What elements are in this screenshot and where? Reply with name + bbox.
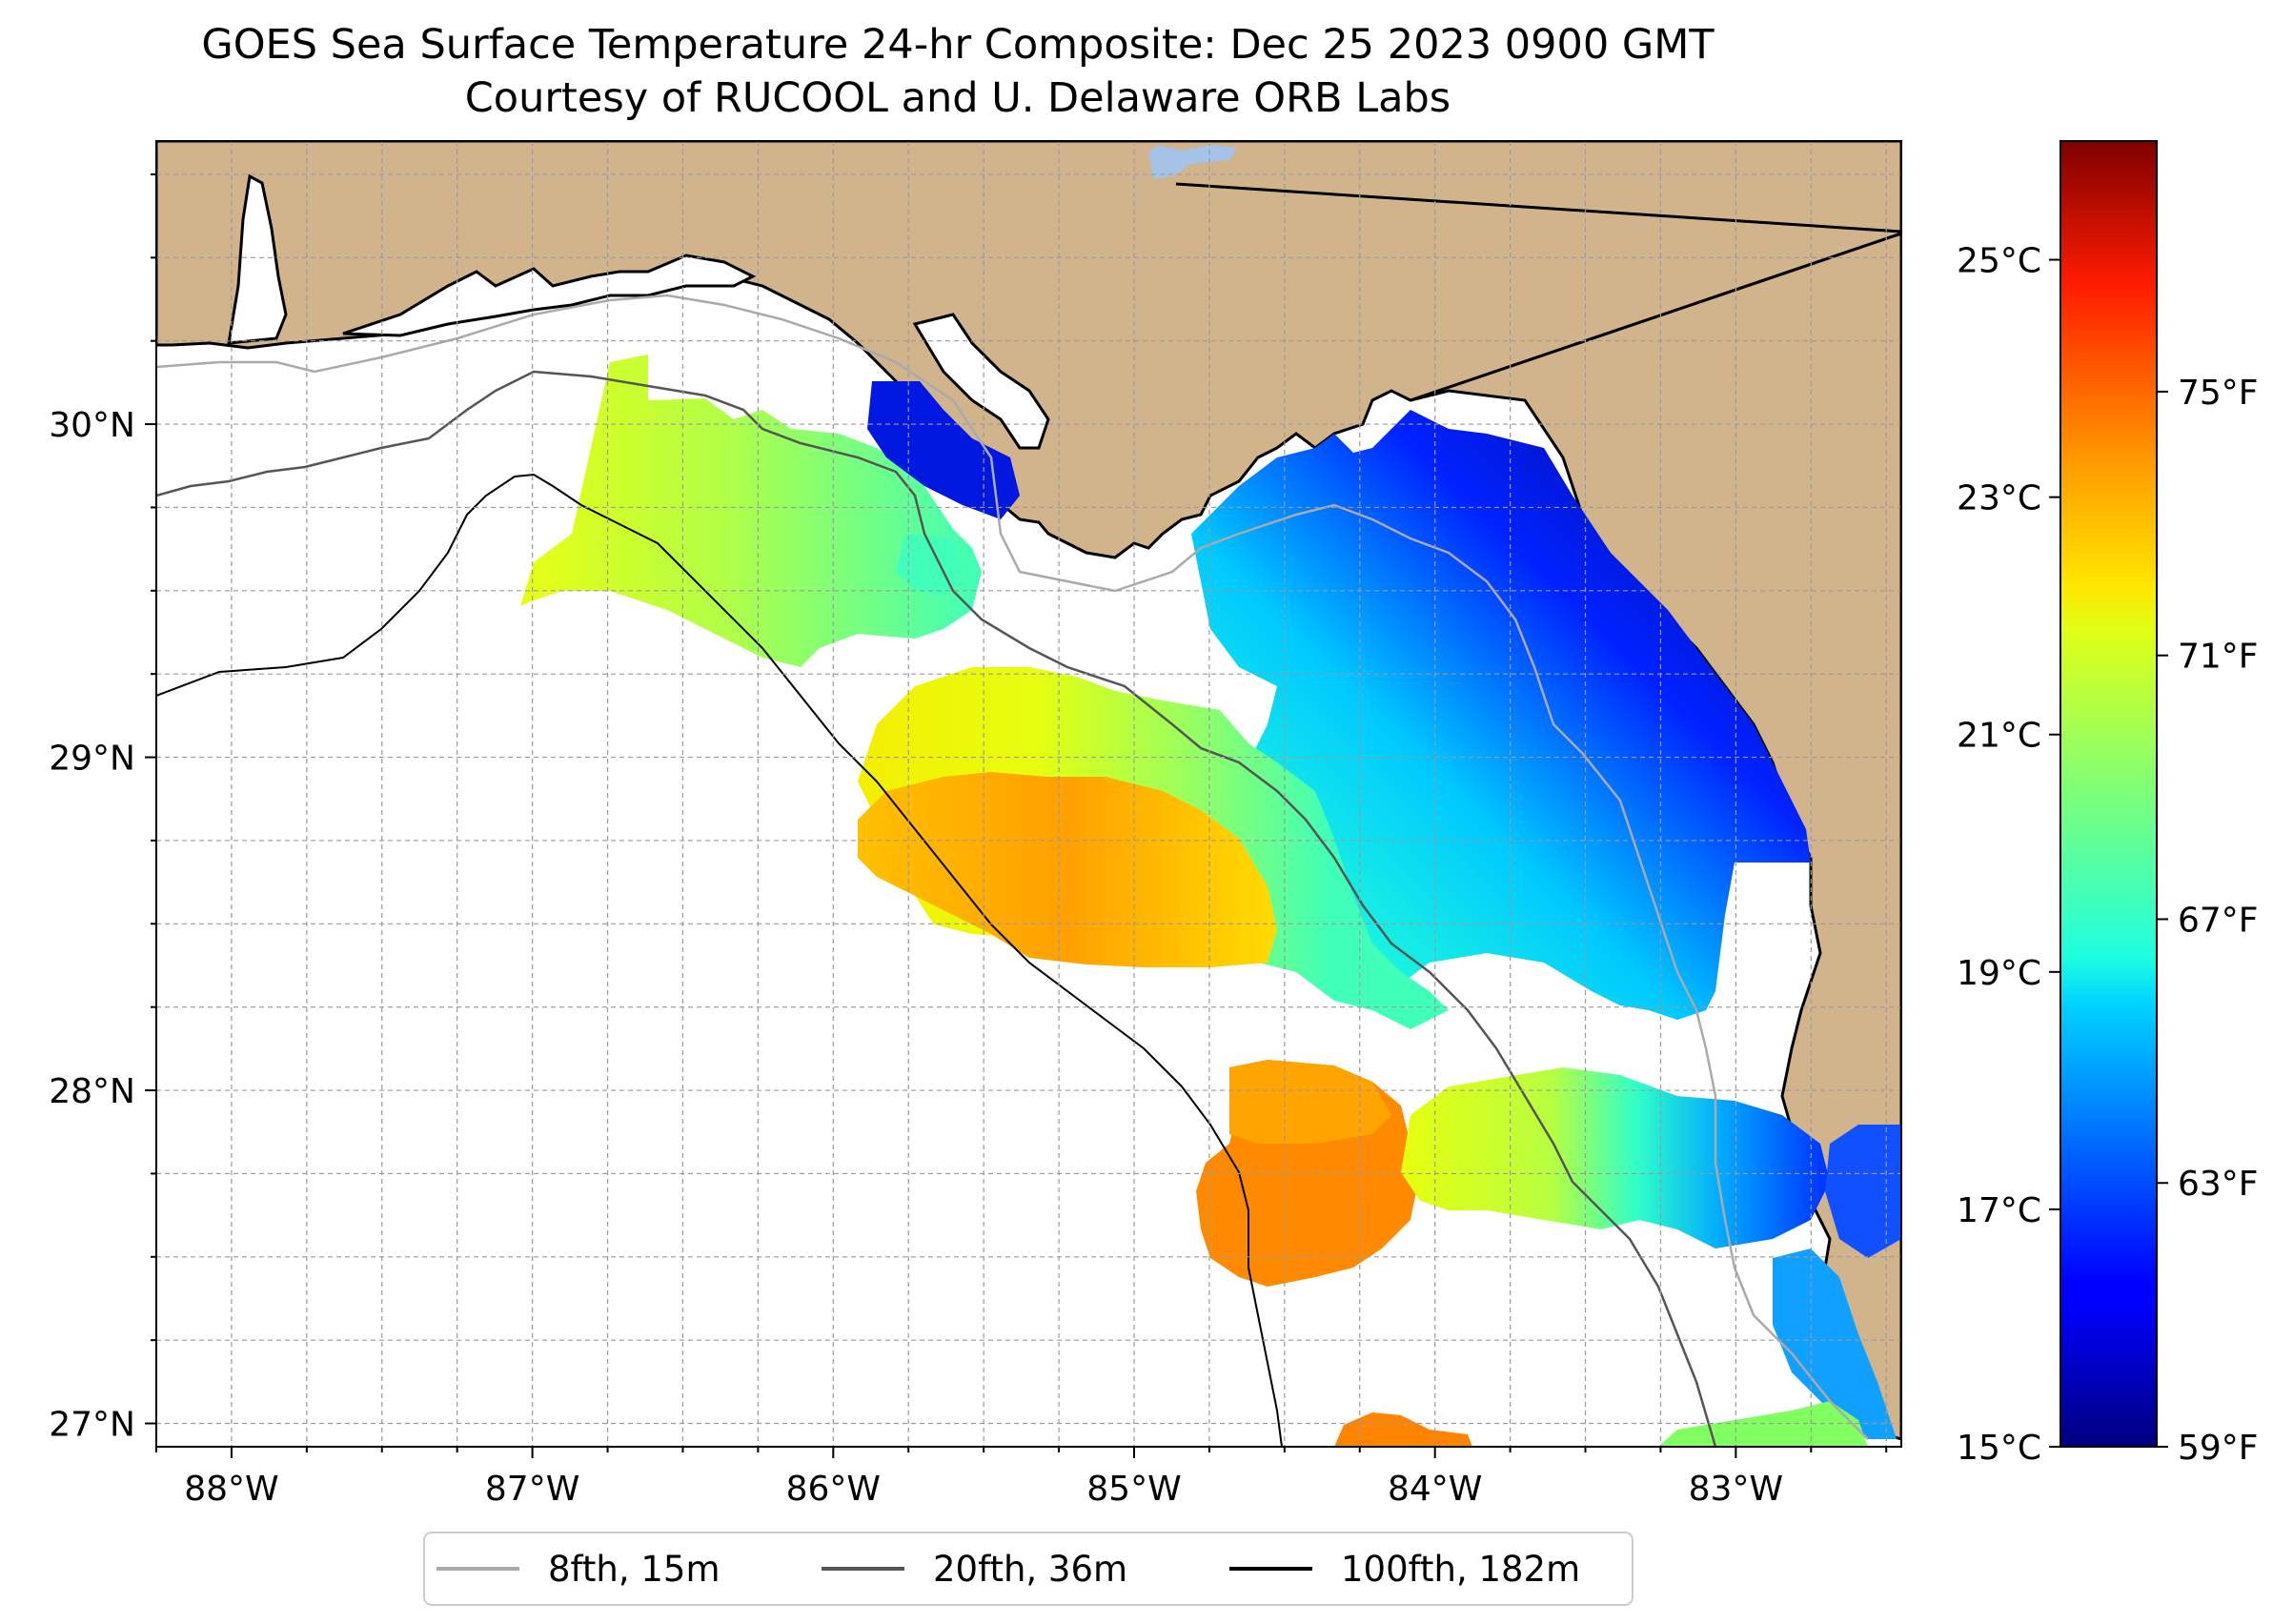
apalachicola-bay — [912, 313, 1050, 450]
map-area — [156, 141, 1901, 1447]
colorbar-celsius-axis: 25°C 23°C 21°C 19°C 17°C 15°C — [1957, 242, 2060, 1468]
sst-patch-southwest-coast — [1773, 1248, 1897, 1439]
colorbar-fahrenheit-axis: 75°F 71°F 67°F 63°F 59°F — [2157, 374, 2259, 1468]
celsius-tick-label: 15°C — [1957, 1429, 2041, 1468]
latitude-axis: 30°N 29°N 28°N 27°N — [49, 173, 156, 1445]
lat-tick-label: 28°N — [49, 1072, 135, 1111]
mobile-bay — [227, 173, 288, 345]
sst-patch-choctaw — [867, 381, 1020, 519]
lon-tick-label: 84°W — [1388, 1470, 1482, 1509]
lon-tick-label: 87°W — [485, 1470, 579, 1509]
map-subtitle: Courtesy of RUCOOL and U. Delaware ORB L… — [464, 74, 1451, 122]
sst-patch-orange — [858, 772, 1277, 967]
isobath-8fth — [156, 294, 1869, 1440]
legend-label-20fth: 20fth, 36m — [933, 1549, 1127, 1590]
state-boundary — [1175, 182, 1901, 233]
colorbar — [2060, 140, 2158, 1448]
legend: 8fth, 15m 20fth, 36m 100fth, 182m — [423, 1532, 1634, 1606]
sst-patch-bigbend — [1191, 410, 1811, 1020]
longitude-axis: 88°W 87°W 86°W 85°W 84°W 83°W — [155, 1447, 1888, 1509]
celsius-tick-label: 23°C — [1957, 479, 2041, 518]
lon-tick-label: 83°W — [1689, 1470, 1783, 1509]
sst-patch-tampa — [1825, 1125, 1901, 1258]
sst-patch-green-nw — [896, 534, 963, 596]
celsius-tick-label: 21°C — [1957, 717, 2041, 756]
lon-tick-label: 85°W — [1086, 1470, 1181, 1509]
lon-tick-label: 86°W — [786, 1470, 881, 1509]
pensacola-bay — [342, 254, 757, 337]
lat-tick-label: 30°N — [49, 406, 135, 445]
fahrenheit-tick-label: 59°F — [2178, 1429, 2259, 1468]
map-frame — [155, 140, 1902, 1448]
fahrenheit-tick-label: 67°F — [2178, 901, 2259, 940]
sst-patch-south-orange-top — [1229, 1060, 1391, 1144]
legend-box — [423, 1532, 1634, 1606]
celsius-tick-label: 19°C — [1957, 954, 2041, 993]
sst-patch-west — [520, 355, 982, 667]
fahrenheit-tick-label: 71°F — [2178, 638, 2259, 677]
lon-tick-label: 88°W — [184, 1470, 278, 1509]
celsius-tick-label: 25°C — [1957, 242, 2041, 281]
map-title: GOES Sea Surface Temperature 24-hr Compo… — [201, 21, 1715, 69]
legend-label-8fth: 8fth, 15m — [548, 1549, 720, 1590]
fahrenheit-tick-label: 75°F — [2178, 374, 2259, 413]
isobath-100fth — [156, 473, 1283, 1447]
lat-tick-label: 29°N — [49, 740, 135, 779]
gridlines — [156, 141, 1901, 1447]
lake — [1148, 145, 1237, 179]
lat-tick-label: 27°N — [49, 1406, 135, 1445]
fahrenheit-tick-label: 63°F — [2178, 1165, 2259, 1204]
celsius-tick-label: 17°C — [1957, 1191, 2041, 1230]
legend-label-100fth: 100fth, 182m — [1341, 1549, 1580, 1590]
sst-patch-bottom-orange — [1334, 1412, 1472, 1447]
